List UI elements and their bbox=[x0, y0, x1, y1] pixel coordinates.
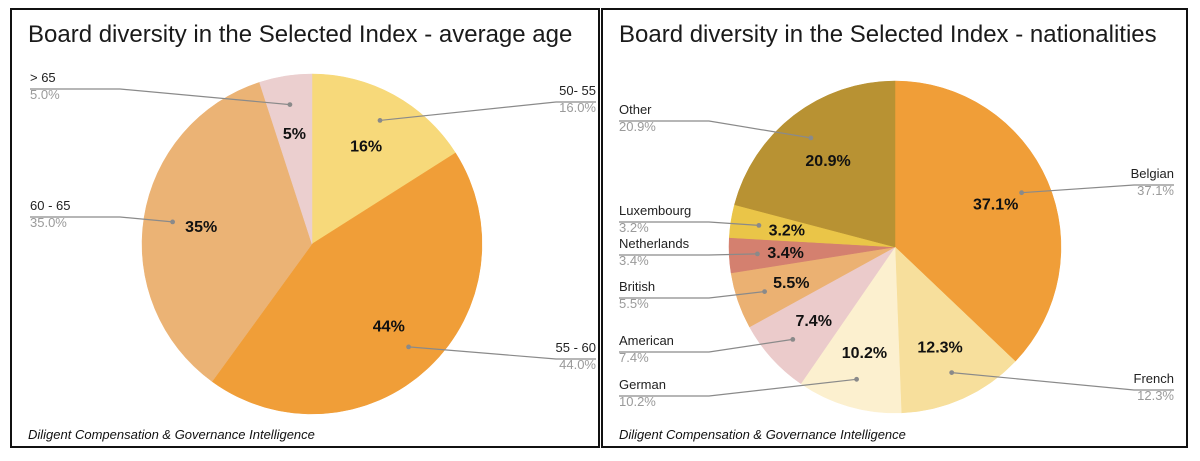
legend-value-55-60: 44.0% bbox=[559, 357, 596, 372]
nationality-chart-panel: Board diversity in the Selected Index - … bbox=[601, 8, 1188, 448]
pie-slices bbox=[141, 73, 483, 415]
leader-dot-american bbox=[790, 337, 796, 342]
slice-percent-label-german: 10.2% bbox=[842, 345, 887, 362]
legend-label-german: German bbox=[619, 377, 666, 392]
nationality-pie-chart: 37.1% Belgian 37.1% 12.3% French 12.3% 10.2% Ge… bbox=[619, 80, 1174, 414]
leader-line-55-60 bbox=[408, 346, 596, 360]
legend-value-british: 5.5% bbox=[619, 296, 649, 311]
leader-line-american bbox=[619, 338, 793, 353]
leader-dot-other bbox=[808, 135, 814, 141]
leader-dot-french bbox=[949, 370, 955, 375]
slice-percent-label-netherlands: 3.4% bbox=[767, 245, 803, 262]
leader-line-belgian bbox=[1021, 184, 1174, 194]
pie-annotations: 37.1% Belgian 37.1% 12.3% French 12.3% 10.2% Ge… bbox=[619, 102, 1174, 409]
legend-label-other: Other bbox=[619, 102, 652, 117]
leader-line-german bbox=[619, 378, 857, 397]
age-chart-panel: Board diversity in the Selected Index - … bbox=[10, 8, 600, 448]
pie-slices bbox=[728, 80, 1062, 414]
legend-value-other: 20.9% bbox=[619, 119, 656, 134]
legend-label-65: > 65 bbox=[30, 70, 56, 85]
legend-value-belgian: 37.1% bbox=[1137, 183, 1174, 198]
slice-percent-label-french: 12.3% bbox=[917, 340, 962, 357]
legend-label-american: American bbox=[619, 333, 674, 348]
chart-title: Board diversity in the Selected Index - … bbox=[619, 21, 1157, 48]
slice-percent-label-other: 20.9% bbox=[805, 153, 850, 170]
slice-percent-label-american: 7.4% bbox=[795, 313, 831, 330]
slice-percent-label-65: 5% bbox=[283, 126, 306, 143]
legend-value-65: 5.0% bbox=[30, 87, 60, 102]
age-pie-chart: 16% 50- 55 16.0% 44% 55 - 60 44.0% 35% 60 - 65 3… bbox=[30, 70, 596, 415]
leader-dot-german bbox=[854, 376, 859, 382]
legend-value-american: 7.4% bbox=[619, 350, 649, 365]
pie-slice-60-65 bbox=[141, 82, 313, 382]
leader-dot-luxembourg bbox=[756, 223, 762, 228]
slice-percent-label-50-55: 16% bbox=[350, 138, 382, 155]
leader-dot-55-60 bbox=[406, 344, 411, 350]
leader-dot-netherlands bbox=[755, 251, 760, 257]
legend-value-60-65: 35.0% bbox=[30, 215, 67, 230]
pie-slice-55-60 bbox=[211, 152, 483, 415]
legend-label-50-55: 50- 55 bbox=[559, 83, 596, 98]
leader-line-french bbox=[951, 372, 1174, 391]
leader-line-netherlands bbox=[619, 253, 758, 256]
leader-dot-50-55 bbox=[377, 118, 383, 123]
pie-slice-belgian bbox=[894, 80, 1062, 362]
leader-dot-60-65 bbox=[170, 219, 176, 225]
pie-slice-65 bbox=[259, 73, 313, 245]
chart-source: Diligent Compensation & Governance Intel… bbox=[28, 427, 315, 442]
legend-value-french: 12.3% bbox=[1137, 388, 1174, 403]
chart-title: Board diversity in the Selected Index - … bbox=[28, 21, 573, 48]
slice-percent-label-belgian: 37.1% bbox=[973, 196, 1018, 213]
legend-value-german: 10.2% bbox=[619, 394, 656, 409]
leader-line-50-55 bbox=[379, 101, 596, 121]
slice-percent-label-60-65: 35% bbox=[185, 219, 217, 236]
slice-percent-label-luxembourg: 3.2% bbox=[769, 223, 805, 240]
leader-dot-65 bbox=[287, 102, 293, 107]
leader-line-luxembourg bbox=[619, 221, 759, 226]
slice-percent-label-55-60: 44% bbox=[373, 318, 405, 335]
legend-value-netherlands: 3.4% bbox=[619, 253, 649, 268]
pie-slice-french bbox=[894, 246, 1016, 414]
legend-label-netherlands: Netherlands bbox=[619, 236, 690, 251]
legend-label-60-65: 60 - 65 bbox=[30, 198, 70, 213]
legend-value-50-55: 16.0% bbox=[559, 100, 596, 115]
legend-value-luxembourg: 3.2% bbox=[619, 220, 649, 235]
chart-source: Diligent Compensation & Governance Intel… bbox=[619, 427, 906, 442]
leader-line-60-65 bbox=[30, 216, 173, 223]
pie-slice-other bbox=[734, 80, 896, 248]
legend-label-luxembourg: Luxembourg bbox=[619, 203, 691, 218]
pie-annotations: 16% 50- 55 16.0% 44% 55 - 60 44.0% 35% 60 - 65 3… bbox=[30, 70, 596, 372]
legend-label-belgian: Belgian bbox=[1131, 166, 1174, 181]
leader-line-65 bbox=[30, 88, 290, 106]
leader-dot-british bbox=[762, 289, 767, 294]
legend-label-french: French bbox=[1134, 371, 1174, 386]
leader-line-british bbox=[619, 291, 765, 299]
legend-label-55-60: 55 - 60 bbox=[556, 340, 596, 355]
leader-dot-belgian bbox=[1019, 190, 1024, 196]
legend-label-british: British bbox=[619, 279, 655, 294]
slice-percent-label-british: 5.5% bbox=[773, 275, 809, 292]
leader-line-other bbox=[619, 120, 811, 139]
